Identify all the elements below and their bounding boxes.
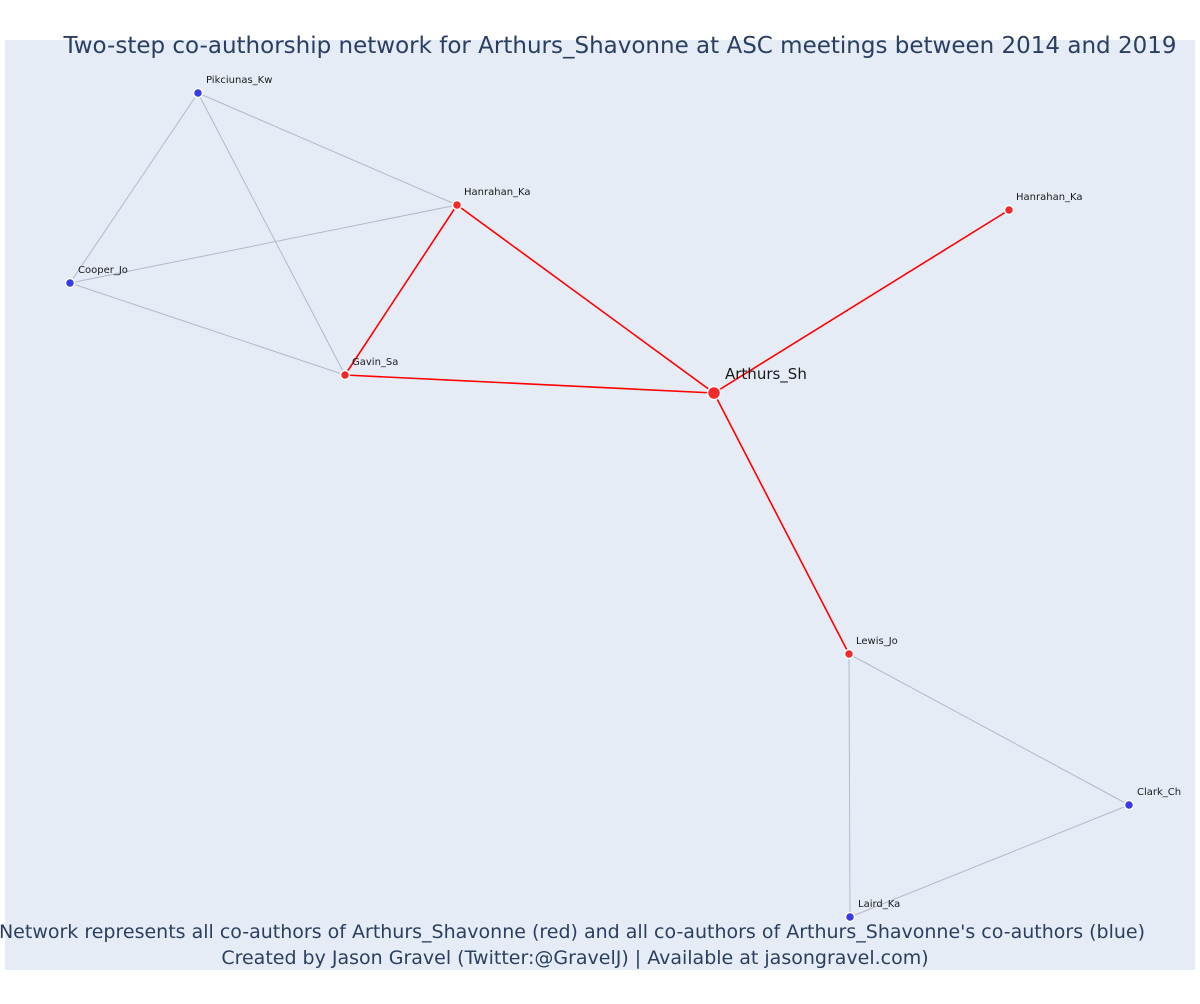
node-label-clark: Clark_Ch	[1137, 787, 1181, 798]
node-cooper[interactable]	[64, 277, 76, 289]
node-laird[interactable]	[844, 911, 856, 923]
node-label-laird: Laird_Ka	[858, 899, 900, 910]
edge-gavin-arthurs	[344, 374, 715, 394]
edge-lewis-arthurs	[713, 392, 850, 655]
chart-title: Two-step co-authorship network for Arthu…	[63, 33, 1177, 59]
node-label-hanrahan2: Hanrahan_Ka	[1016, 192, 1083, 203]
node-label-gavin: Gavin_Sa	[352, 357, 398, 368]
labels-layer: Arthurs_Sh Hanrahan_Ka Hanrahan_Ka Gavin_Sa…	[78, 75, 1181, 910]
node-hanrahan2[interactable]	[1003, 204, 1015, 216]
node-arthurs[interactable]	[706, 385, 722, 401]
edge-lewis-clark	[848, 653, 1130, 806]
edge-clark-laird	[849, 804, 1130, 918]
node-lewis[interactable]	[843, 648, 855, 660]
edges-layer	[69, 92, 1130, 918]
edge-pikciunas-hanrahan1	[197, 92, 458, 206]
edge-cooper-hanrahan1	[69, 204, 458, 284]
footer-line-2: Created by Jason Gravel (Twitter:@Gravel…	[221, 947, 928, 969]
nodes-layer	[64, 87, 1135, 923]
node-hanrahan1[interactable]	[451, 199, 463, 211]
edge-hanrahan1-gavin	[344, 204, 458, 376]
node-label-arthurs: Arthurs_Sh	[725, 365, 807, 384]
footer-line-1: Network represents all co-authors of Art…	[0, 921, 1145, 943]
edge-pikciunas-gavin	[197, 92, 346, 376]
edge-lewis-laird	[848, 653, 851, 918]
edge-cooper-gavin	[69, 282, 346, 376]
node-label-lewis: Lewis_Jo	[856, 636, 898, 647]
node-label-cooper: Cooper_Jo	[78, 265, 128, 276]
node-label-pikciunas: Pikciunas_Kw	[206, 75, 272, 86]
node-gavin[interactable]	[339, 369, 351, 381]
edge-pikciunas-cooper	[69, 92, 199, 284]
edge-hanrahan2-arthurs	[713, 209, 1010, 394]
plot-background	[5, 40, 1195, 970]
node-pikciunas[interactable]	[192, 87, 204, 99]
node-clark[interactable]	[1123, 799, 1135, 811]
node-label-hanrahan1: Hanrahan_Ka	[464, 187, 531, 198]
edge-hanrahan1-arthurs	[456, 204, 715, 394]
